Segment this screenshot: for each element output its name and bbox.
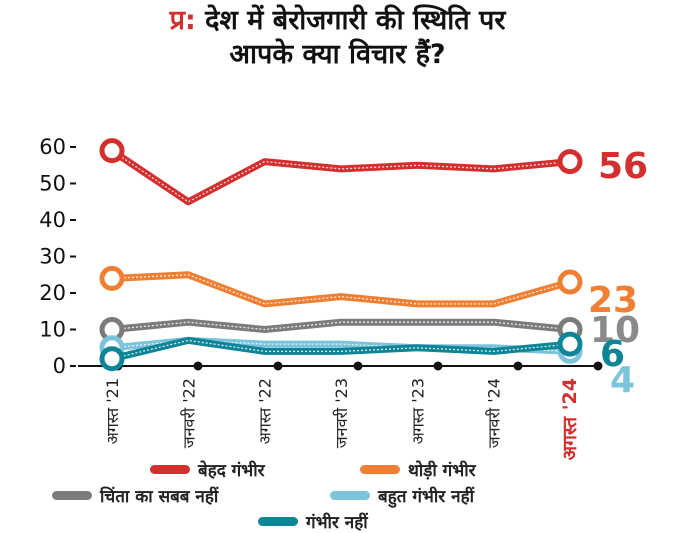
legend-item: गंभीर नहीं	[258, 510, 368, 533]
legend-item: बहुत गंभीर नहीं	[330, 484, 474, 507]
legend-item: थोड़ी गंभीर	[360, 458, 476, 481]
data-point	[99, 265, 125, 291]
data-point	[557, 269, 583, 295]
x-axis-dot	[513, 361, 523, 371]
x-tick-label: अगस्त '23	[408, 378, 427, 444]
title-line-2: आपके क्या विचार हैं?	[229, 39, 446, 70]
data-point	[99, 138, 125, 164]
x-axis-dot	[433, 361, 443, 371]
series-line-highlight	[111, 339, 571, 360]
series-line-highlight	[111, 321, 571, 331]
chart-title: प्र: देश में बेरोजगारी की स्थिति पर आपके…	[0, 4, 675, 72]
x-tick-label: अगस्त '22	[256, 378, 275, 444]
question-prefix: प्र:	[169, 5, 196, 36]
x-tick-label: जनवरी '23	[332, 378, 351, 448]
y-tick-label: 20	[39, 281, 66, 305]
legend-label: थोड़ी गंभीर	[408, 461, 476, 481]
legend-swatch	[360, 465, 400, 474]
y-tick-label: 30	[39, 245, 66, 269]
legend-label: बहुत गंभीर नहीं	[378, 487, 475, 507]
y-tick-label: 40	[39, 208, 66, 232]
y-tick-label: 10	[39, 318, 66, 342]
legend-item: चिंता का सबब नहीं	[52, 484, 218, 507]
legend-item: बेहद गंभीर	[150, 458, 265, 481]
legend-label: गंभीर नहीं	[306, 513, 368, 533]
x-tick-label: अगस्त '24	[559, 378, 581, 460]
y-tick-label: 60	[39, 135, 66, 159]
end-value-label: 4	[610, 360, 635, 401]
data-point	[557, 331, 583, 357]
end-value-label: 56	[598, 146, 648, 187]
x-tick-label: जनवरी '24	[485, 378, 504, 448]
x-tick-label: जनवरी '22	[179, 378, 198, 448]
data-point	[557, 149, 583, 175]
legend-swatch	[150, 465, 190, 474]
legend-label: चिंता का सबब नहीं	[100, 487, 219, 507]
end-value-label: 6	[600, 334, 625, 375]
series-line-highlight	[111, 274, 571, 305]
end-value-label: 10	[590, 310, 640, 351]
x-axis-dot	[593, 361, 603, 371]
y-tick-label: 50	[39, 172, 66, 196]
y-tick-label: 0	[53, 354, 66, 378]
x-axis-dot	[193, 361, 203, 371]
legend-swatch	[52, 491, 92, 500]
x-axis-dot	[353, 361, 363, 371]
x-tick-label: अगस्त '21	[103, 378, 122, 444]
legend-label: बेहद गंभीर	[198, 461, 265, 481]
title-line-1: देश में बेरोजगारी की स्थिति पर	[205, 5, 506, 36]
series-line	[108, 147, 574, 206]
line-chart: 0 10 20 30 40 50 60 अगस्त '21 जनवरी '22 अगस्त '22…	[39, 135, 648, 460]
legend-swatch	[330, 491, 370, 500]
legend-swatch	[258, 517, 298, 526]
end-value-label: 23	[588, 280, 638, 321]
x-axis-dot	[273, 361, 283, 371]
series-line	[108, 271, 574, 308]
data-point	[99, 346, 125, 372]
